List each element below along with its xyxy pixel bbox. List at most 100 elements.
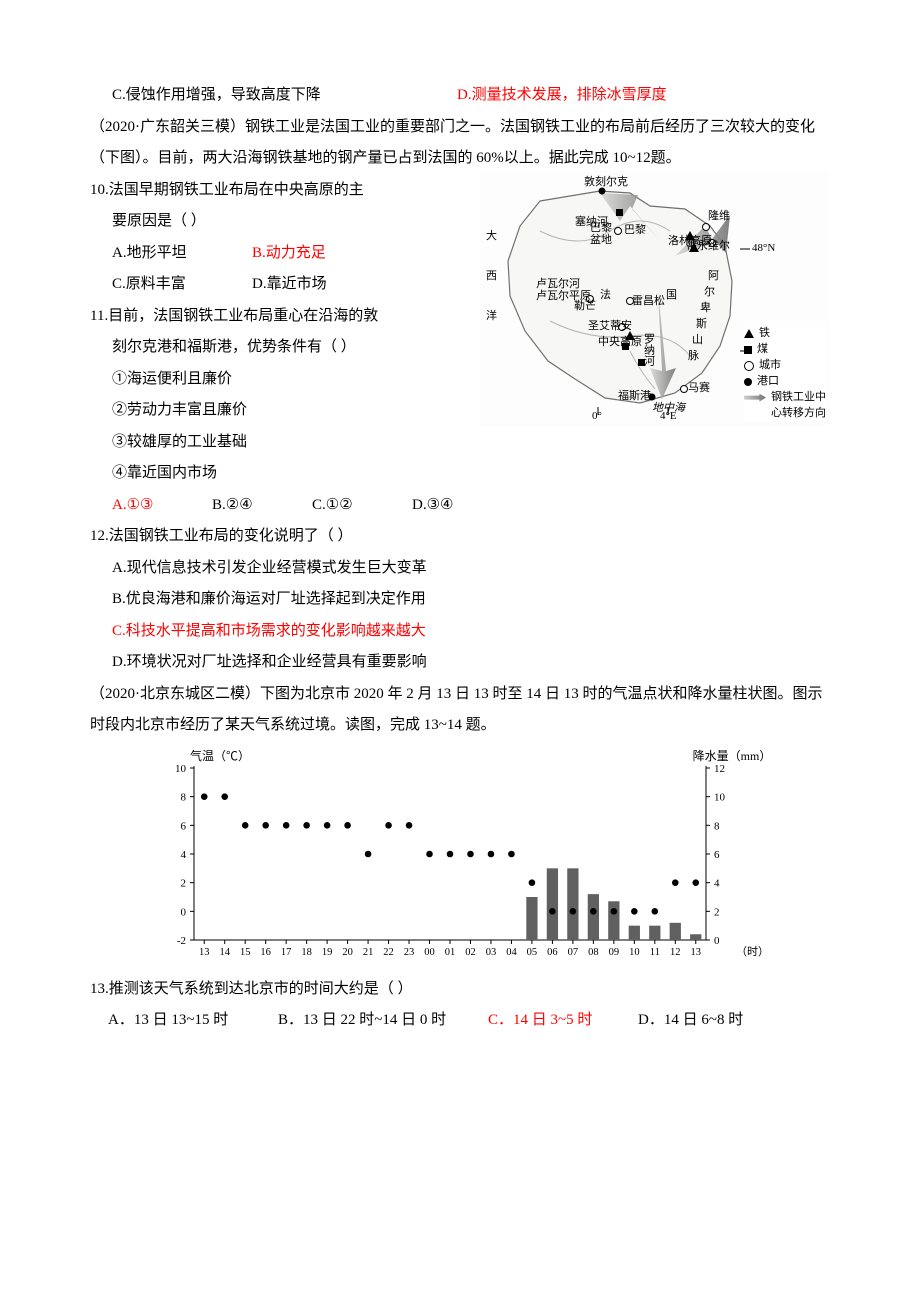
svg-text:12: 12	[670, 947, 681, 958]
map-lon4: 4°E	[660, 411, 677, 423]
map-label-guo: 国	[666, 290, 677, 302]
svg-text:03: 03	[486, 947, 497, 958]
q11-item-3: ③较雄厚的工业基础	[90, 427, 830, 459]
svg-text:05: 05	[527, 947, 538, 958]
q12-opt-b: B.优良海港和廉价海运对厂址选择起到决定作用	[90, 584, 830, 616]
svg-text:09: 09	[609, 947, 620, 958]
svg-text:6: 6	[181, 820, 187, 832]
map-lat48: 48°N	[752, 243, 775, 255]
svg-text:15: 15	[240, 947, 251, 958]
q-prev-opt-d: D.测量技术发展，排除冰雪厚度	[457, 80, 667, 112]
legend-coal: 煤	[757, 342, 768, 358]
svg-text:16: 16	[260, 947, 271, 958]
svg-text:0: 0	[714, 935, 720, 947]
q10-opt-c: C.原料丰富	[112, 269, 252, 301]
svg-text:2: 2	[714, 906, 720, 918]
map-label-thionville: 蒂永维尔	[686, 241, 730, 253]
svg-text:07: 07	[568, 947, 579, 958]
svg-text:14: 14	[219, 947, 230, 958]
map-label-lechatel: 雷昌松	[632, 296, 665, 308]
map-label-fos: 福斯港	[618, 391, 651, 403]
svg-text:12: 12	[714, 763, 725, 775]
map-label-loire-b: 卢瓦尔河	[536, 279, 580, 291]
map-alps-f: 脉	[688, 351, 699, 363]
map-label-dunkirk: 敦刻尔克	[584, 177, 628, 189]
svg-text:21: 21	[363, 947, 374, 958]
svg-text:8: 8	[181, 791, 187, 803]
map-lon0: 0°	[592, 411, 602, 423]
q11-opt-c: C.①②	[312, 490, 412, 522]
legend-shift-b: 心转移方向	[771, 406, 826, 422]
svg-text:06: 06	[547, 947, 558, 958]
q13-opt-d: D．14 日 6~8 时	[638, 1005, 743, 1037]
svg-text:00: 00	[424, 947, 435, 958]
svg-text:4: 4	[181, 849, 187, 861]
svg-text:01: 01	[445, 947, 456, 958]
svg-text:（时）: （时）	[736, 945, 769, 958]
svg-text:4: 4	[714, 877, 720, 889]
map-label-lemans: 勒芒	[574, 301, 596, 313]
passage-beijing: （2020·北京东城区二模）下图为北京市 2020 年 2 月 13 日 13 …	[90, 679, 830, 742]
svg-text:降水量（mm）: 降水量（mm）	[693, 749, 772, 763]
svg-text:10: 10	[629, 947, 640, 958]
q13-opt-b: B．13 日 22 时~14 日 0 时	[278, 1005, 488, 1037]
svg-text:18: 18	[301, 947, 312, 958]
q-prev-opt-c: C.侵蚀作用增强，导致高度下降	[112, 80, 457, 112]
q11-opt-a: A.①③	[112, 490, 212, 522]
legend-iron: 铁	[759, 326, 770, 342]
svg-text:04: 04	[506, 947, 517, 958]
q10-opt-a: A.地形平坦	[112, 238, 252, 270]
map-label-longwy: 隆维	[708, 211, 730, 223]
beijing-chart: 气温（℃）降水量（mm）-202468100246810121314151617…	[140, 748, 780, 968]
map-alps-d: 斯	[696, 319, 707, 331]
svg-text:19: 19	[322, 947, 333, 958]
svg-text:2: 2	[181, 877, 187, 889]
q10-opt-d: D.靠近市场	[252, 269, 327, 301]
q11-opt-d: D.③④	[412, 490, 453, 522]
svg-text:23: 23	[404, 947, 415, 958]
map-label-ocean-b: 西	[486, 271, 497, 283]
legend-port: 港口	[757, 374, 779, 390]
legend-shift-a: 钢铁工业中	[771, 390, 826, 406]
map-label-central: 中央高原	[598, 337, 642, 349]
q12-opt-a: A.现代信息技术引发企业经营模式发生巨大变革	[90, 553, 830, 585]
q13-opt-c: C．14 日 3~5 时	[488, 1005, 638, 1037]
svg-text:8: 8	[714, 820, 720, 832]
q12-stem: 12.法国钢铁工业布局的变化说明了（ ）	[90, 521, 830, 553]
legend-city: 城市	[759, 358, 781, 374]
q12-opt-d: D.环境状况对厂址选择和企业经营具有重要影响	[90, 647, 830, 679]
map-label-fa: 法	[600, 290, 611, 302]
q11-item-4: ④靠近国内市场	[90, 458, 830, 490]
map-label-paris-a: 巴黎	[590, 223, 612, 235]
svg-text:13: 13	[691, 947, 702, 958]
q13-opt-a: A．13 日 13~15 时	[108, 1005, 278, 1037]
svg-text:0: 0	[181, 906, 187, 918]
svg-text:-2: -2	[177, 935, 186, 947]
svg-text:08: 08	[588, 947, 599, 958]
svg-text:22: 22	[383, 947, 394, 958]
svg-text:02: 02	[465, 947, 476, 958]
france-map: 敦刻尔克 大 西 洋 塞纳河 巴黎 盆地 巴黎 洛林高原 隆维 蒂永维尔 卢瓦尔…	[480, 171, 830, 426]
map-label-staitienne: 圣艾蒂安	[588, 321, 632, 333]
svg-text:20: 20	[342, 947, 353, 958]
q13-stem: 13.推测该天气系统到达北京市的时间大约是（ ）	[90, 974, 830, 1006]
map-label-rhone: 罗纳河	[642, 333, 654, 366]
map-label-marseille: 马赛	[688, 383, 710, 395]
map-alps-b: 尔	[704, 287, 715, 299]
q11-opt-b: B.②④	[212, 490, 312, 522]
svg-text:17: 17	[281, 947, 292, 958]
map-alps-e: 山	[692, 335, 703, 347]
map-label-paris-b: 盆地	[590, 235, 612, 247]
q12-opt-c: C.科技水平提高和市场需求的变化影响越来越大	[90, 616, 830, 648]
svg-text:13: 13	[199, 947, 210, 958]
map-alps-a: 阿	[708, 271, 719, 283]
svg-text:10: 10	[175, 763, 187, 775]
map-alps-c: 卑	[700, 303, 711, 315]
svg-text:6: 6	[714, 849, 720, 861]
map-label-ocean-c: 洋	[486, 311, 497, 323]
map-legend: 铁 煤 城市 港口 钢铁工业中 心转移方向	[744, 326, 826, 422]
map-label-paris: 巴黎	[624, 225, 646, 237]
passage-france: （2020·广东韶关三模）钢铁工业是法国工业的重要部门之一。法国钢铁工业的布局前…	[90, 112, 830, 175]
q10-opt-b: B.动力充足	[252, 238, 326, 270]
svg-text:气温（℃）: 气温（℃）	[190, 748, 250, 763]
